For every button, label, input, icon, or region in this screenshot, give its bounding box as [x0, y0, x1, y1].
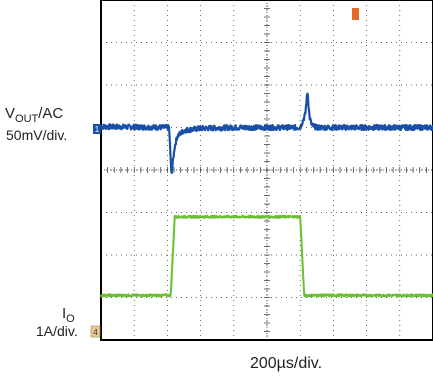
- ch1-scale: 50mV/div.: [6, 127, 67, 143]
- ch4-scale: 1A/div.: [36, 323, 78, 339]
- svg-text:1: 1: [95, 125, 100, 134]
- ch4-marker: 4: [90, 325, 101, 338]
- ch1-name: VOUT/AC: [5, 105, 63, 125]
- series-line-io: [100, 214, 433, 298]
- ch1-marker: 1: [93, 124, 101, 134]
- ch4-name: IO: [62, 305, 75, 325]
- trigger-marker: [352, 8, 359, 20]
- svg-text:4: 4: [93, 328, 98, 337]
- series-layer: [100, 92, 433, 298]
- series-line-vout: [100, 92, 433, 174]
- x-axis-label: 200µs/div.: [250, 355, 322, 372]
